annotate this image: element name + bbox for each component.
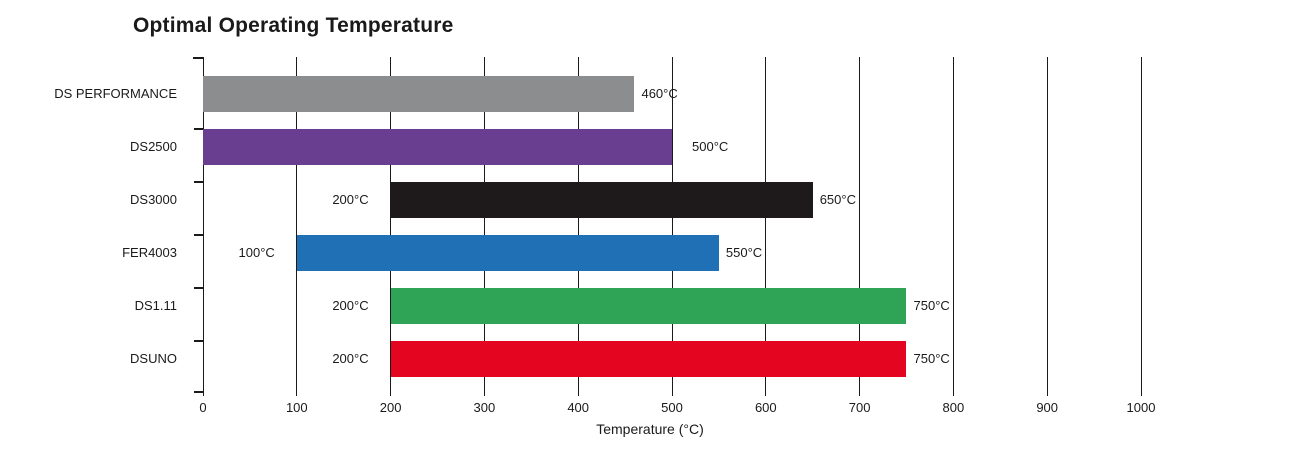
x-axis-title: Temperature (°C) bbox=[596, 421, 704, 437]
category-label-dsuno: DSUNO bbox=[130, 351, 177, 366]
x-tick-label: 700 bbox=[848, 400, 871, 415]
y-axis-tick bbox=[194, 287, 203, 289]
x-tick-label: 300 bbox=[473, 400, 496, 415]
category-label-fer4003: FER4003 bbox=[122, 245, 177, 260]
category-label-ds1-11: DS1.11 bbox=[134, 298, 177, 313]
bar-start-label-fer4003: 100°C bbox=[238, 245, 275, 260]
gridline bbox=[1046, 57, 1048, 396]
chart-title: Optimal Operating Temperature bbox=[133, 14, 454, 37]
x-tick-label: 0 bbox=[199, 400, 207, 415]
y-axis-tick bbox=[194, 340, 203, 342]
x-tick-label: 400 bbox=[567, 400, 590, 415]
bar-end-label-ds1-11: 750°C bbox=[913, 298, 950, 313]
bar-start-label-ds1-11: 200°C bbox=[332, 298, 369, 313]
x-tick-label: 200 bbox=[379, 400, 402, 415]
bar-end-label-ds-performance: 460°C bbox=[641, 86, 678, 101]
gridline bbox=[952, 57, 954, 396]
gridline bbox=[390, 57, 392, 396]
bar-ds-performance bbox=[203, 76, 635, 112]
bar-fer4003 bbox=[296, 235, 719, 271]
bar-end-label-fer4003: 550°C bbox=[725, 245, 763, 260]
x-tick-label: 800 bbox=[942, 400, 965, 415]
gridline bbox=[671, 57, 673, 396]
gridline bbox=[859, 57, 861, 396]
category-label-ds-performance: DS PERFORMANCE bbox=[54, 86, 177, 101]
bar-end-label-ds3000: 650°C bbox=[819, 192, 856, 207]
category-label-ds3000: DS3000 bbox=[130, 192, 177, 207]
gridline bbox=[296, 57, 298, 396]
x-tick-label: 600 bbox=[754, 400, 777, 415]
y-axis-line bbox=[202, 57, 204, 396]
x-tick-label: 900 bbox=[1036, 400, 1059, 415]
bar-ds2500 bbox=[203, 129, 672, 165]
x-tick-label: 1000 bbox=[1126, 400, 1156, 415]
gridline bbox=[765, 57, 767, 396]
gridline bbox=[577, 57, 579, 396]
bar-ds1-11 bbox=[390, 288, 907, 324]
y-axis-tick bbox=[194, 181, 203, 183]
gridline bbox=[1140, 57, 1142, 396]
x-tick-label: 500 bbox=[661, 400, 683, 415]
bar-end-label-ds2500: 500°C bbox=[692, 139, 729, 154]
bar-dsuno bbox=[390, 341, 907, 377]
bar-start-label-dsuno: 200°C bbox=[332, 351, 369, 366]
gridline bbox=[483, 57, 485, 396]
x-tick-label: 100 bbox=[285, 400, 308, 415]
category-label-ds2500: DS2500 bbox=[130, 139, 177, 154]
y-axis-top-cap bbox=[193, 57, 203, 59]
bar-end-label-dsuno: 750°C bbox=[913, 351, 950, 366]
y-axis-tick bbox=[194, 128, 203, 130]
bar-start-label-ds3000: 200°C bbox=[332, 192, 369, 207]
bar-ds3000 bbox=[390, 182, 813, 218]
y-axis-tick bbox=[194, 234, 203, 236]
y-axis-bottom-cap bbox=[194, 391, 203, 393]
